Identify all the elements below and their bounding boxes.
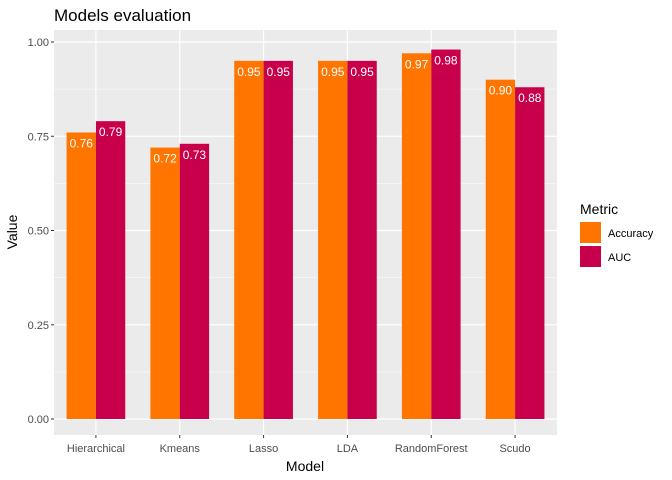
x-tick-label: Lasso <box>249 443 278 455</box>
bar-auc-lda <box>347 60 377 419</box>
y-tick-label: 0.00 <box>28 414 49 426</box>
data-label: 0.90 <box>489 84 513 98</box>
y-tick-label: 0.75 <box>28 131 49 143</box>
x-axis: Hierarchical Kmeans Lasso LDA RandomForest Sc… <box>67 435 531 455</box>
y-tick-label: 0.25 <box>28 320 49 332</box>
bar-accuracy-scudo <box>485 79 516 419</box>
bar-accuracy-kmeans <box>150 147 180 419</box>
data-label: 0.88 <box>518 91 542 105</box>
y-tick-label: 0.50 <box>28 226 49 238</box>
legend-key-auc <box>580 246 601 267</box>
y-axis: 0.00 0.25 0.50 0.75 1.00 <box>28 37 54 426</box>
x-axis-title: Model <box>286 458 324 474</box>
data-label: 0.95 <box>267 65 291 79</box>
legend-label-accuracy: Accuracy <box>608 228 654 240</box>
legend: Metric Accuracy AUC <box>580 201 654 267</box>
bar-auc-randomforest <box>431 49 461 419</box>
y-tick-label: 1.00 <box>28 37 49 49</box>
bar-accuracy-hierarchical <box>66 132 96 420</box>
data-label: 0.76 <box>70 136 94 150</box>
bar-auc-hierarchical <box>95 121 126 420</box>
legend-title: Metric <box>580 201 618 217</box>
x-tick-label: Kmeans <box>160 443 201 455</box>
data-label: 0.73 <box>183 148 207 162</box>
x-tick-label: Hierarchical <box>67 443 125 455</box>
bar-auc-scudo <box>515 87 545 420</box>
bar-accuracy-lasso <box>234 60 264 419</box>
data-label: 0.95 <box>321 65 345 79</box>
data-labels: 0.76 0.72 0.95 0.95 0.97 0.90 0.79 0.73 0.95 0.95… <box>70 54 542 166</box>
data-label: 0.79 <box>99 125 123 139</box>
bars <box>66 49 545 420</box>
x-tick-label: RandomForest <box>395 443 468 455</box>
x-tick-label: LDA <box>337 443 359 455</box>
data-label: 0.95 <box>237 65 261 79</box>
bar-accuracy-lda <box>318 60 348 419</box>
bar-accuracy-randomforest <box>401 53 432 420</box>
bar-auc-kmeans <box>179 143 210 420</box>
legend-label-auc: AUC <box>608 252 631 264</box>
x-tick-label: Scudo <box>499 443 530 455</box>
data-label: 0.95 <box>350 65 374 79</box>
bar-auc-lasso <box>263 60 293 419</box>
data-label: 0.98 <box>434 54 458 68</box>
y-axis-title: Value <box>4 214 20 249</box>
chart-title: Models evaluation <box>54 6 191 25</box>
data-label: 0.97 <box>405 57 429 71</box>
data-label: 0.72 <box>153 152 177 166</box>
legend-key-accuracy <box>580 222 601 243</box>
panel-background <box>54 30 557 435</box>
